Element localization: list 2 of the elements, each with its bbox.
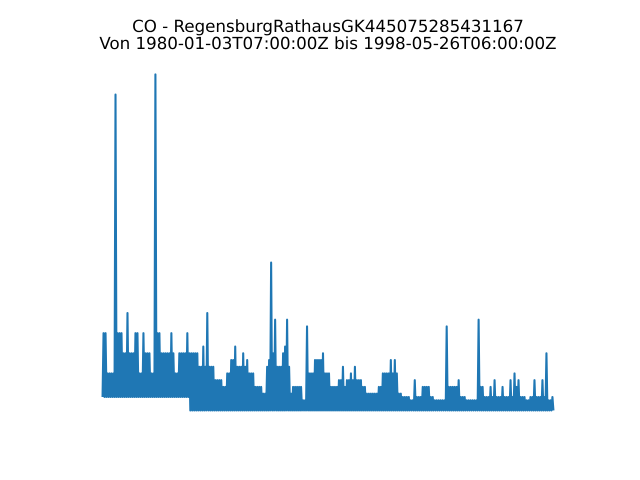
chart-title: CO - RegensburgRathausGK445075285431167 [133,19,522,36]
chart-subtitle: Von 1980-01-03T07:00:00Z bis 1998-05-26T06:00:00Z [99,36,556,50]
